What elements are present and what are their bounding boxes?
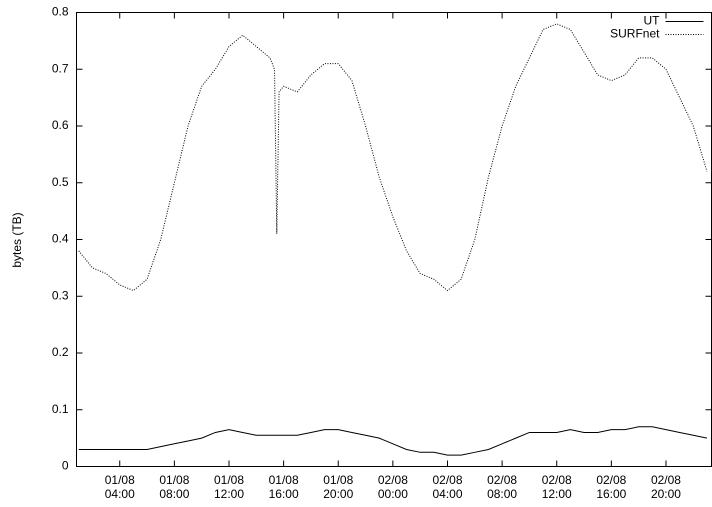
y-tick-label: 0.1 [52, 402, 69, 416]
x-tick-label: 02/08 12:00 [541, 472, 572, 501]
x-tick-label: 01/08 08:00 [159, 472, 190, 501]
y-tick-label: 0.3 [52, 288, 69, 302]
x-tick-label: 02/08 04:00 [432, 472, 463, 501]
x-tick-label: 01/08 16:00 [268, 472, 299, 501]
x-tick-label: 02/08 16:00 [596, 472, 627, 501]
y-tick-label: 0.4 [52, 232, 69, 246]
x-tick-label: 02/08 20:00 [650, 472, 681, 501]
series-line [78, 426, 708, 456]
x-tick-label: 02/08 08:00 [487, 472, 518, 501]
y-tick-label: 0 [62, 459, 69, 473]
series-line [78, 23, 708, 292]
y-tick-label: 0.7 [52, 61, 69, 75]
legend-label: SURFnet [610, 27, 660, 41]
plot-frame [76, 12, 712, 467]
y-tick-label: 0.6 [52, 118, 69, 132]
legend-label: UT [644, 14, 661, 28]
x-tick-label: 01/08 20:00 [323, 472, 354, 501]
y-tick-label: 0.5 [52, 175, 69, 189]
y-axis-label: bytes (TB) [10, 212, 24, 267]
x-tick-label: 02/08 00:00 [377, 472, 408, 501]
x-tick-label: 01/08 04:00 [104, 472, 135, 501]
y-tick-label: 0.2 [52, 345, 69, 359]
x-tick-label: 01/08 12:00 [213, 472, 244, 501]
y-tick-label: 0.8 [52, 5, 69, 19]
